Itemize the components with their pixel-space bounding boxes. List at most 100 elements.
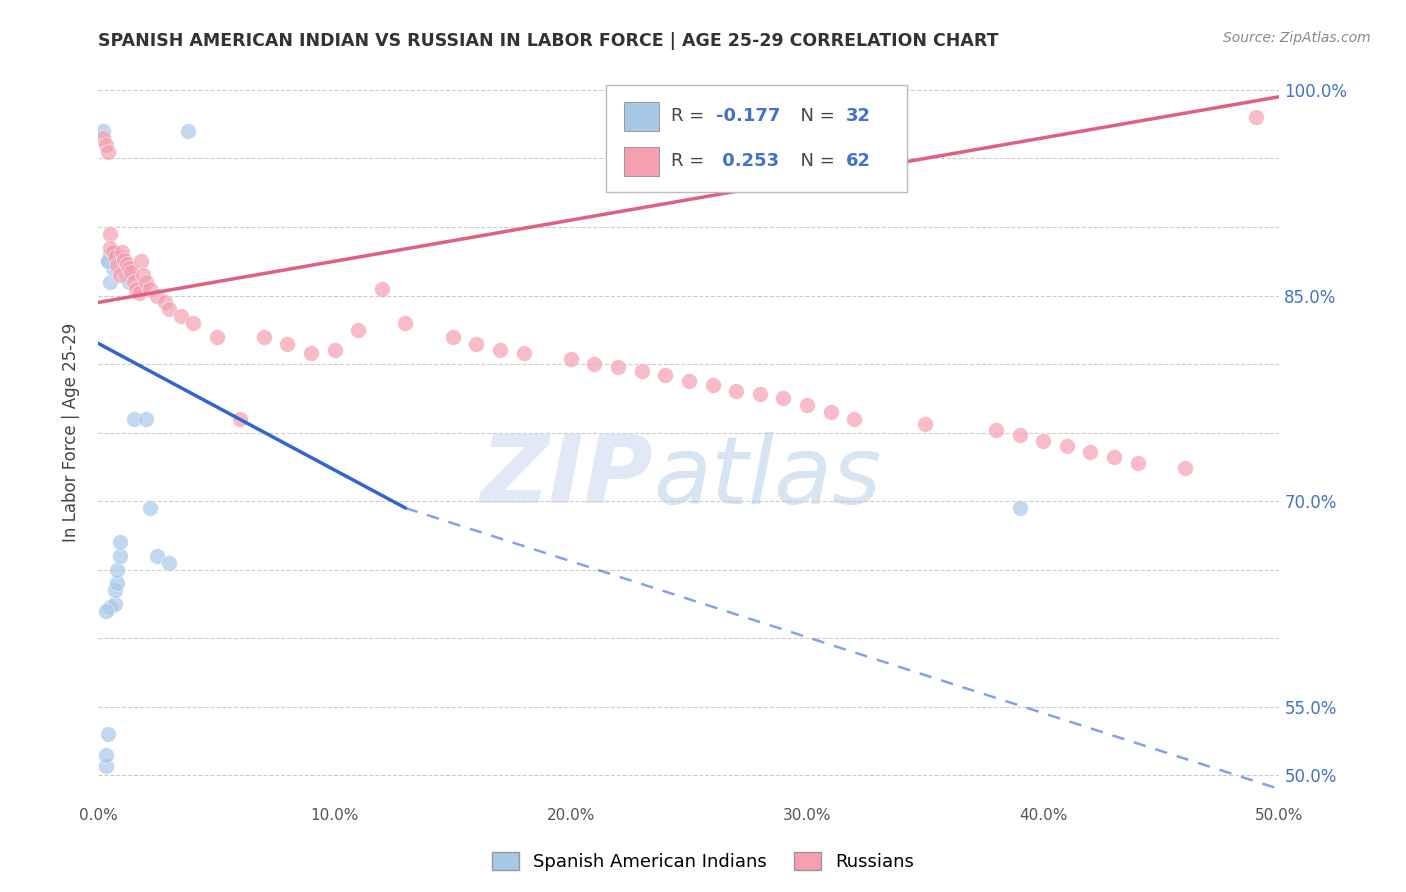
Text: Source: ZipAtlas.com: Source: ZipAtlas.com — [1223, 31, 1371, 45]
Point — [94, 758, 117, 772]
Point — [796, 398, 818, 412]
Point — [1056, 439, 1078, 453]
Point — [465, 336, 488, 351]
Point — [97, 254, 120, 268]
Point — [371, 282, 394, 296]
Text: 62: 62 — [846, 153, 872, 170]
Point — [105, 563, 128, 577]
Text: 0.253: 0.253 — [716, 153, 779, 170]
Point — [146, 549, 169, 563]
Point — [914, 417, 936, 432]
Point — [104, 583, 127, 598]
Text: R =: R = — [671, 153, 710, 170]
Point — [1008, 428, 1031, 442]
Point — [125, 282, 148, 296]
Point — [122, 275, 145, 289]
Text: SPANISH AMERICAN INDIAN VS RUSSIAN IN LABOR FORCE | AGE 25-29 CORRELATION CHART: SPANISH AMERICAN INDIAN VS RUSSIAN IN LA… — [98, 32, 998, 50]
Point — [157, 302, 180, 317]
Point — [115, 257, 138, 271]
Point — [104, 250, 127, 264]
Point — [129, 254, 152, 268]
Point — [347, 323, 370, 337]
Point — [820, 405, 842, 419]
Point — [129, 282, 152, 296]
Point — [748, 387, 770, 401]
FancyBboxPatch shape — [624, 102, 659, 131]
Point — [146, 288, 169, 302]
Point — [105, 258, 128, 272]
Point — [441, 329, 464, 343]
Point — [139, 282, 162, 296]
Point — [98, 227, 121, 241]
Point — [112, 252, 135, 267]
Point — [101, 244, 124, 259]
FancyBboxPatch shape — [624, 146, 659, 176]
Point — [97, 727, 120, 741]
Text: atlas: atlas — [654, 432, 882, 523]
Point — [170, 309, 193, 323]
Point — [630, 364, 652, 378]
Point — [139, 501, 162, 516]
Point — [1032, 434, 1054, 448]
Text: N =: N = — [789, 107, 841, 126]
Point — [984, 423, 1007, 437]
Point — [394, 316, 416, 330]
Point — [97, 254, 120, 268]
Y-axis label: In Labor Force | Age 25-29: In Labor Force | Age 25-29 — [62, 323, 80, 542]
Point — [118, 261, 141, 276]
Point — [678, 374, 700, 388]
Point — [1008, 501, 1031, 516]
Point — [135, 412, 157, 426]
Point — [253, 329, 276, 343]
Point — [98, 247, 121, 261]
Point — [111, 254, 134, 268]
Point — [1244, 110, 1267, 124]
Text: ZIP: ZIP — [481, 431, 654, 523]
Point — [122, 412, 145, 426]
Point — [111, 244, 134, 259]
Point — [229, 412, 252, 426]
Point — [104, 597, 127, 611]
Point — [91, 124, 114, 138]
Point — [101, 261, 124, 276]
Point — [97, 145, 120, 159]
Point — [128, 285, 150, 300]
Text: R =: R = — [671, 107, 710, 126]
Point — [105, 576, 128, 591]
Point — [101, 244, 124, 259]
Point — [583, 357, 606, 371]
Point — [111, 250, 134, 264]
Point — [181, 316, 204, 330]
Point — [1126, 456, 1149, 470]
Point — [121, 265, 143, 279]
Point — [323, 343, 346, 358]
Point — [135, 275, 157, 289]
Point — [205, 329, 228, 343]
Point — [157, 556, 180, 570]
Text: N =: N = — [789, 153, 841, 170]
Point — [94, 747, 117, 762]
Point — [276, 336, 298, 351]
Point — [112, 261, 135, 276]
Point — [772, 392, 794, 406]
Point — [654, 368, 676, 382]
Point — [1080, 445, 1102, 459]
Point — [115, 268, 138, 282]
Point — [844, 412, 866, 426]
Point — [98, 240, 121, 254]
Point — [98, 275, 121, 289]
Text: -0.177: -0.177 — [716, 107, 780, 126]
Point — [607, 359, 630, 374]
Point — [702, 377, 724, 392]
Point — [98, 599, 121, 614]
Point — [108, 549, 131, 563]
Point — [489, 343, 512, 358]
Point — [94, 604, 117, 618]
Text: 32: 32 — [846, 107, 872, 126]
Point — [108, 268, 131, 282]
Point — [91, 131, 114, 145]
Point — [1174, 461, 1197, 475]
Point — [153, 295, 176, 310]
Point — [104, 254, 127, 268]
Legend: Spanish American Indians, Russians: Spanish American Indians, Russians — [485, 845, 921, 879]
